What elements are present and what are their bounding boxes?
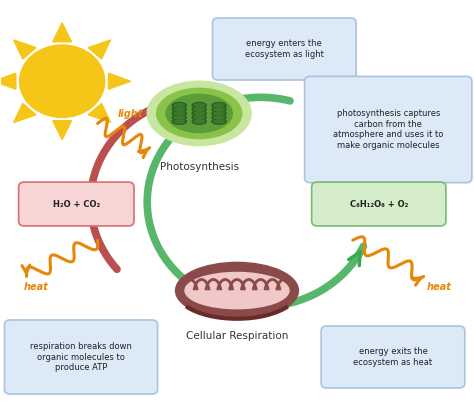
- Ellipse shape: [192, 103, 206, 108]
- Ellipse shape: [214, 112, 224, 115]
- Text: C₆H₁₂O₆ + O₂: C₆H₁₂O₆ + O₂: [350, 200, 408, 208]
- Polygon shape: [53, 23, 72, 42]
- Text: H₂O + CO₂: H₂O + CO₂: [53, 200, 100, 208]
- Ellipse shape: [194, 116, 204, 119]
- Ellipse shape: [172, 107, 186, 112]
- Polygon shape: [14, 40, 36, 59]
- Ellipse shape: [192, 107, 206, 112]
- Ellipse shape: [214, 116, 224, 119]
- FancyBboxPatch shape: [312, 182, 446, 226]
- FancyBboxPatch shape: [4, 320, 157, 394]
- Ellipse shape: [192, 115, 206, 120]
- Ellipse shape: [214, 108, 224, 111]
- Text: Photosynthesis: Photosynthesis: [160, 162, 239, 172]
- FancyBboxPatch shape: [212, 18, 356, 80]
- Ellipse shape: [194, 112, 204, 115]
- Text: heat: heat: [23, 282, 48, 292]
- FancyBboxPatch shape: [321, 326, 465, 388]
- Ellipse shape: [172, 111, 186, 116]
- Polygon shape: [109, 73, 131, 89]
- Text: Cellular Respiration: Cellular Respiration: [186, 331, 288, 341]
- Ellipse shape: [212, 103, 226, 108]
- Ellipse shape: [172, 119, 186, 124]
- Polygon shape: [88, 103, 110, 122]
- Text: light: light: [118, 109, 143, 120]
- Polygon shape: [88, 40, 110, 59]
- Ellipse shape: [212, 107, 226, 112]
- Ellipse shape: [192, 111, 206, 116]
- Ellipse shape: [214, 104, 224, 107]
- FancyBboxPatch shape: [305, 76, 472, 183]
- Text: energy exits the
ecosystem as heat: energy exits the ecosystem as heat: [354, 347, 432, 367]
- Ellipse shape: [185, 272, 289, 309]
- Text: heat: heat: [427, 282, 452, 292]
- Ellipse shape: [194, 120, 204, 123]
- Polygon shape: [53, 121, 72, 140]
- Ellipse shape: [156, 88, 242, 139]
- Ellipse shape: [194, 104, 204, 107]
- FancyBboxPatch shape: [18, 182, 134, 226]
- Text: photosynthesis captures
carbon from the
atmosphere and uses it to
make organic m: photosynthesis captures carbon from the …: [333, 109, 443, 149]
- Text: respiration breaks down
organic molecules to
produce ATP: respiration breaks down organic molecule…: [30, 342, 132, 372]
- Ellipse shape: [174, 112, 184, 115]
- Ellipse shape: [174, 116, 184, 119]
- Ellipse shape: [175, 262, 299, 319]
- Ellipse shape: [214, 120, 224, 123]
- Text: energy enters the
ecosystem as light: energy enters the ecosystem as light: [245, 39, 324, 59]
- Ellipse shape: [212, 115, 226, 120]
- Ellipse shape: [174, 104, 184, 107]
- Polygon shape: [14, 103, 36, 122]
- Ellipse shape: [194, 108, 204, 111]
- Ellipse shape: [147, 81, 251, 145]
- Ellipse shape: [172, 115, 186, 120]
- Ellipse shape: [212, 111, 226, 116]
- Ellipse shape: [212, 119, 226, 124]
- Circle shape: [19, 45, 105, 118]
- Ellipse shape: [174, 108, 184, 111]
- Ellipse shape: [192, 119, 206, 124]
- Ellipse shape: [174, 120, 184, 123]
- Ellipse shape: [172, 103, 186, 108]
- Ellipse shape: [166, 94, 232, 133]
- Polygon shape: [0, 73, 16, 89]
